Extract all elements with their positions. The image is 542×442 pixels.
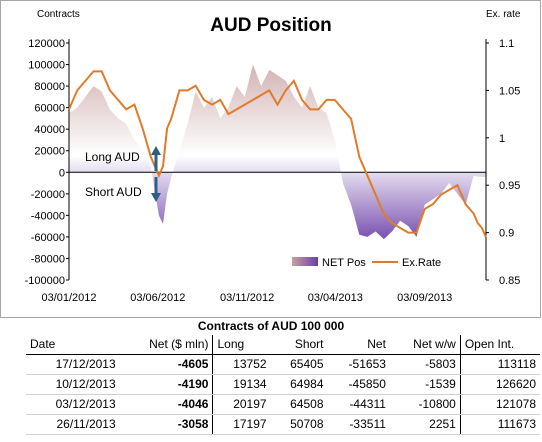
annotations-layer: Long AUD Short AUD [85,146,161,202]
header-net: Net [327,335,390,355]
axes-layer [68,39,487,280]
y-right-tick-label: 0.85 [499,275,520,287]
header-net-mln: Net ($ mln) [119,335,213,355]
y-right-tick-label: 1.05 [499,85,520,97]
legend-label-net-pos: NET Pos [322,257,366,269]
y-left-tick-label: 0 [59,167,65,179]
legend: NET Pos Ex.Rate [292,257,441,269]
cell-net-ww: -1539 [389,374,461,395]
short-aud-annotation: Short AUD [85,185,142,199]
header-long: Long [212,335,271,355]
cell-long: 13752 [212,354,271,375]
legend-swatch-net-pos [292,257,318,266]
aud-position-chart: AUD Position Contracts Ex. rate 12000010… [25,9,521,304]
x-tick-label: 03/09/2013 [397,292,452,304]
short-arrow-head [151,193,161,202]
cell-open-int: 121078 [459,394,540,415]
positions-table: Date Net ($ mln) Long Short Net Net w/w … [26,335,540,435]
y-left-tick-label: 100000 [28,60,65,72]
cell-net-ww: 2251 [389,414,461,435]
cell-short: 65405 [270,354,328,375]
cell-short: 64984 [270,374,328,395]
cell-short: 64508 [270,394,328,415]
y-left-tick-label: -60000 [31,232,65,244]
tick-labels-layer: 120000 100000 80000 60000 40000 20000 0 -20000 -… [25,38,521,304]
cell-net-ww: -10800 [389,394,461,415]
y-left-tick-label: -20000 [31,189,65,201]
cell-long: 17197 [212,414,271,435]
table-row: 26/11/2013 -3058 17197 50708 -33511 2251… [26,414,540,435]
y-left-tick-label: -80000 [31,254,65,266]
cell-net: -45850 [327,374,390,395]
y-left-tick-label: 60000 [34,103,65,115]
legend-label-ex-rate: Ex.Rate [402,257,441,269]
cell-net: -33511 [327,414,390,435]
y-left-tick-label: 120000 [28,38,65,50]
cell-net-ww: -5803 [389,354,461,375]
y-left-tick-label: -40000 [31,210,65,222]
long-arrow-head [151,146,161,155]
x-tick-label: 03/01/2012 [41,292,96,304]
y-left-tick-label: 80000 [34,81,65,93]
header-open-int: Open Int. [459,335,540,355]
ex-rate-line [68,70,487,238]
cell-net-mln: -3058 [119,414,213,435]
cell-long: 20197 [212,394,271,415]
cell-date: 17/12/2013 [26,354,120,375]
cell-net: -44311 [327,394,390,415]
table-header-row: Date Net ($ mln) Long Short Net Net w/w … [26,335,540,355]
x-tick-label: 03/11/2012 [220,292,274,304]
x-tick-label: 03/06/2012 [130,292,185,304]
net-pos-area [69,64,486,240]
cell-net-mln: -4605 [119,354,213,375]
header-short: Short [270,335,328,355]
cell-net-mln: -4190 [119,374,213,395]
cell-date: 03/12/2013 [26,394,120,415]
y-right-tick-label: 1 [499,133,505,145]
y-left-tick-label: 20000 [34,146,65,158]
cell-open-int: 111673 [459,414,540,435]
x-tick-label: 03/04/2013 [308,292,363,304]
chart-container: AUD Position Contracts Ex. rate 120000 10… [0,0,541,318]
cell-short: 50708 [270,414,328,435]
table-row: 03/12/2013 -4046 20197 64508 -44311 -108… [26,394,540,415]
header-date: Date [26,335,120,355]
cell-long: 19134 [212,374,271,395]
ex-rate-line-layer [68,70,487,238]
cell-open-int: 126620 [459,374,540,395]
y-right-tick-label: 0.9 [499,228,514,240]
cell-net-mln: -4046 [119,394,213,415]
header-net-ww: Net w/w [389,335,461,355]
right-axis-title: Ex. rate [486,9,521,20]
table-row: 17/12/2013 -4605 13752 65405 -51653 -580… [26,354,540,375]
y-right-tick-label: 1.1 [499,38,514,50]
cell-net: -51653 [327,354,390,375]
y-right-tick-label: 0.95 [499,180,520,192]
table-row: 10/12/2013 -4190 19134 64984 -45850 -153… [26,374,540,395]
table-title: Contracts of AUD 100 000 [197,319,345,333]
y-left-tick-label: 40000 [34,124,65,136]
y-left-tick-label: -100000 [25,275,65,287]
net-pos-area-layer [69,64,486,240]
cell-date: 10/12/2013 [26,374,120,395]
cell-open-int: 113118 [459,354,540,375]
long-aud-annotation: Long AUD [85,150,140,164]
left-axis-title: Contracts [37,9,80,20]
chart-title: AUD Position [210,15,331,36]
cell-date: 26/11/2013 [26,414,120,435]
